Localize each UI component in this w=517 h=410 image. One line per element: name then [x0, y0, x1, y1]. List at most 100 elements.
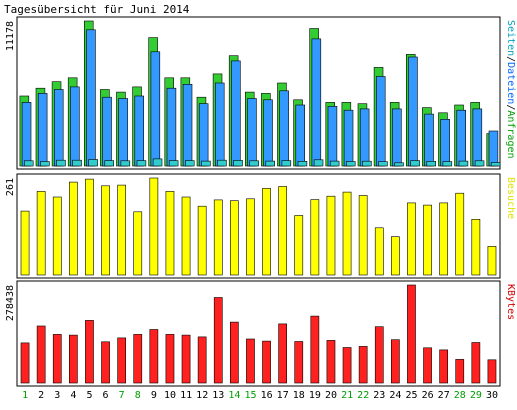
panel-frame-hits	[16, 16, 501, 170]
seiten-bar	[297, 161, 308, 167]
seiten-bar	[201, 160, 211, 167]
dateien-bar	[440, 119, 450, 167]
seiten-bar	[458, 160, 469, 167]
dateien-bar	[118, 98, 128, 167]
kbytes-bar	[278, 323, 288, 384]
besuche-bar	[197, 205, 207, 276]
kbytes-bar	[181, 334, 191, 384]
chart-title: Tagesübersicht für Juni 2014	[4, 3, 190, 16]
day-label: 23	[373, 390, 385, 401]
side-label-hits: Seiten/Dateien/Anfragen	[505, 20, 516, 159]
dateien-bar	[263, 99, 273, 167]
kbytes-bar	[455, 359, 465, 384]
day-label: 25	[405, 390, 417, 401]
day-label: 29	[470, 390, 482, 401]
seiten-bar	[426, 161, 436, 167]
dateien-bar	[295, 104, 305, 167]
dateien-bar	[182, 84, 193, 167]
besuche-bar	[149, 177, 159, 276]
seiten-bar	[136, 160, 147, 167]
kbytes-bar	[439, 349, 449, 384]
dateien-bar	[198, 103, 209, 167]
besuche-bar	[20, 210, 30, 276]
seiten-bar	[362, 160, 372, 167]
seiten-bar	[313, 159, 324, 167]
dateien-bar	[21, 102, 32, 167]
day-label: 11	[180, 390, 192, 401]
seiten-bar	[40, 161, 50, 167]
kbytes-bar	[294, 341, 304, 384]
dateien-bar	[166, 87, 177, 167]
besuche-bar	[390, 236, 400, 276]
besuche-bar	[326, 195, 336, 276]
kbytes-bar	[407, 284, 416, 384]
seiten-bar	[394, 162, 404, 167]
besuche-bar	[455, 192, 465, 276]
besuche-bar	[374, 227, 384, 276]
side-label-part: Dateien	[505, 62, 516, 104]
day-label: 24	[389, 390, 401, 401]
kbytes-bar	[149, 329, 159, 384]
seiten-bar	[72, 159, 82, 167]
kbytes-bar	[197, 336, 207, 384]
dateien-bar	[53, 89, 64, 167]
seiten-bar	[378, 161, 388, 167]
besuche-bar	[342, 191, 352, 276]
dateien-bar	[102, 96, 112, 167]
kbytes-bar	[213, 297, 223, 384]
dateien-bar	[424, 113, 434, 167]
kbytes-bar	[230, 321, 239, 384]
besuche-bar	[36, 191, 46, 276]
seiten-bar	[490, 162, 501, 167]
seiten-bar	[265, 160, 275, 167]
day-label: 3	[54, 390, 60, 401]
day-label: 28	[454, 390, 466, 401]
kbytes-bar	[117, 337, 126, 384]
day-label: 20	[325, 390, 337, 401]
side-label-kbytes: KBytes	[505, 284, 516, 320]
kbytes-bar	[342, 347, 352, 384]
dateien-bar	[134, 95, 145, 167]
kbytes-bar	[487, 359, 497, 384]
dateien-bar	[392, 108, 402, 167]
besuche-bar	[423, 204, 432, 276]
dateien-bar	[231, 60, 241, 167]
day-label: 13	[212, 390, 224, 401]
besuche-bar	[262, 188, 271, 276]
seiten-bar	[120, 160, 131, 167]
panel-frame-kbytes	[16, 280, 501, 387]
day-label: 1	[22, 390, 28, 401]
kbytes-bar	[310, 315, 320, 384]
seiten-bar	[249, 160, 259, 167]
day-label: 9	[151, 390, 157, 401]
dateien-bar	[472, 108, 483, 167]
besuche-bar	[278, 186, 288, 276]
seiten-bar	[410, 160, 420, 167]
besuche-bar	[310, 199, 320, 276]
side-label-part: /	[505, 56, 516, 62]
besuche-bar	[471, 219, 481, 276]
day-label: 26	[422, 390, 434, 401]
kbytes-bar	[358, 346, 368, 384]
dateien-bar	[456, 109, 466, 167]
dateien-bar	[311, 38, 322, 167]
besuche-bar	[133, 211, 143, 276]
day-label: 7	[119, 390, 125, 401]
day-label: 17	[277, 390, 289, 401]
seiten-bar	[185, 160, 195, 167]
besuche-bar	[487, 246, 497, 276]
side-label-visits: Besuche	[505, 177, 516, 219]
kbytes-bar	[133, 334, 143, 384]
dateien-bar	[279, 90, 289, 167]
besuche-bar	[439, 202, 449, 276]
dateien-bar	[247, 98, 257, 167]
besuche-bar	[69, 181, 78, 276]
kbytes-bar	[85, 320, 94, 384]
side-label-part: Seiten	[505, 20, 516, 56]
day-label: 2	[38, 390, 44, 401]
dateien-bar	[375, 76, 386, 167]
besuche-bar	[407, 202, 416, 276]
besuche-bar	[165, 191, 175, 276]
day-label: 5	[86, 390, 92, 401]
seiten-bar	[233, 160, 243, 167]
